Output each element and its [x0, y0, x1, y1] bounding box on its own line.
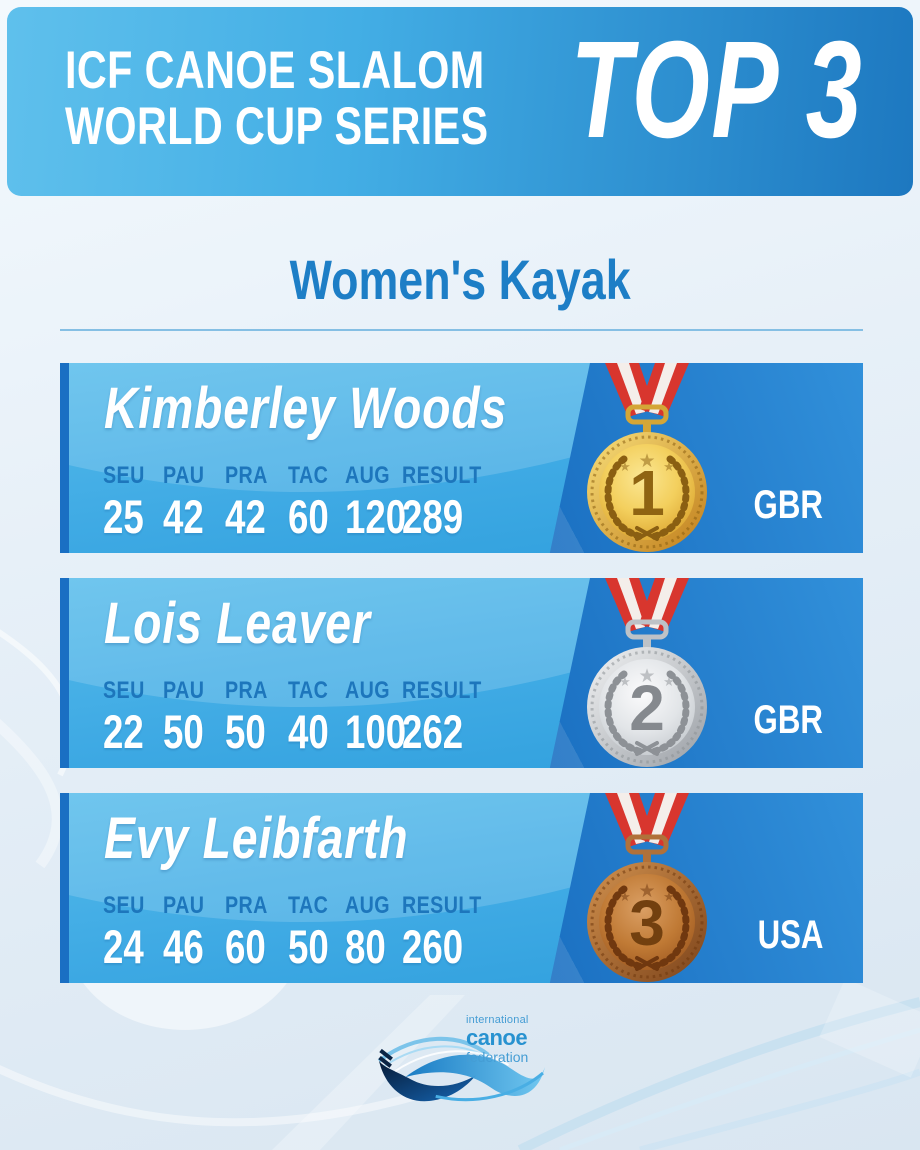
score-col: PRA 42: [225, 462, 268, 543]
card-accent-stripe: [60, 793, 69, 983]
header-banner: ICF CANOE SLALOM WORLD CUP SERIES TOP 3: [7, 7, 913, 196]
card-accent-stripe: [60, 363, 69, 553]
country-code: USA: [757, 913, 823, 957]
score-col: PRA 50: [225, 677, 268, 758]
svg-text:★: ★: [619, 460, 631, 475]
score-col: PAU 42: [163, 462, 205, 543]
score-col: RESULT 262: [402, 677, 482, 758]
score-row: SEU 22 PAU 50 PRA 50 TAC 40 AUG 100 RESULT 262: [103, 677, 522, 758]
icf-wave-icon: [377, 1036, 545, 1102]
score-row: SEU 25 PAU 42 PRA 42 TAC 60 AUG 120 RESULT 289: [103, 462, 522, 543]
score-col: AUG 120: [345, 462, 407, 543]
event-title-line2: WORLD CUP SERIES: [65, 96, 489, 156]
score-col: SEU 24: [103, 892, 145, 973]
icf-logo-line1: international: [466, 1014, 529, 1026]
score-col: RESULT 289: [402, 462, 482, 543]
score-col: SEU 22: [103, 677, 145, 758]
score-col: SEU 25: [103, 462, 145, 543]
medal-rank: 2: [629, 672, 665, 744]
svg-text:★: ★: [663, 460, 675, 475]
athlete-name: Evy Leibfarth: [104, 806, 409, 871]
icf-logo: international canoe federation: [375, 1012, 555, 1112]
icf-logo-line2: canoe: [466, 1025, 528, 1050]
icf-logo-text: international canoe federation: [466, 1014, 529, 1065]
svg-text:★: ★: [638, 450, 655, 472]
svg-text:★: ★: [638, 880, 655, 902]
score-col: RESULT 260: [402, 892, 482, 973]
icf-logo-line3: federation: [466, 1049, 529, 1065]
category-title-text: Women's Kayak: [289, 248, 631, 311]
athlete-card-2: Lois Leaver SEU 22 PAU 50 PRA 50 TAC 40 AUG 1…: [60, 578, 863, 768]
score-col: TAC 50: [288, 892, 329, 973]
svg-text:★: ★: [638, 665, 655, 687]
svg-text:★: ★: [663, 890, 675, 905]
event-title: ICF CANOE SLALOM WORLD CUP SERIES: [65, 43, 489, 154]
score-row: SEU 24 PAU 46 PRA 60 TAC 50 AUG 80 RESULT 260: [103, 892, 522, 973]
score-col: AUG 100: [345, 677, 407, 758]
athlete-card-1: Kimberley Woods SEU 25 PAU 42 PRA 42 TAC 60 …: [60, 363, 863, 553]
bronze-medal-icon: ★ ★ ★ 3: [587, 793, 707, 982]
country-code: GBR: [753, 698, 823, 742]
top3-badge: TOP 3: [570, 13, 863, 167]
event-title-line1: ICF CANOE SLALOM: [65, 41, 485, 100]
athlete-name: Kimberley Woods: [104, 376, 508, 441]
medal-rank: 1: [629, 457, 665, 529]
card-accent-stripe: [60, 578, 69, 768]
athlete-name: Lois Leaver: [104, 591, 371, 656]
section-divider: [60, 329, 863, 331]
score-col: AUG 80: [345, 892, 390, 973]
country-code: GBR: [753, 483, 823, 527]
svg-text:★: ★: [619, 890, 631, 905]
medal-rank: 3: [629, 887, 665, 959]
score-col: PAU 46: [163, 892, 205, 973]
score-col: TAC 40: [288, 677, 329, 758]
svg-text:★: ★: [619, 675, 631, 690]
gold-medal-icon: ★ ★ ★ 1: [587, 363, 707, 552]
category-title: Women's Kayak: [0, 252, 920, 308]
svg-text:★: ★: [663, 675, 675, 690]
score-col: TAC 60: [288, 462, 329, 543]
silver-medal-icon: ★ ★ ★ 2: [587, 578, 707, 767]
athlete-card-3: Evy Leibfarth SEU 24 PAU 46 PRA 60 TAC 50 AU…: [60, 793, 863, 983]
score-col: PAU 50: [163, 677, 205, 758]
score-col: PRA 60: [225, 892, 268, 973]
